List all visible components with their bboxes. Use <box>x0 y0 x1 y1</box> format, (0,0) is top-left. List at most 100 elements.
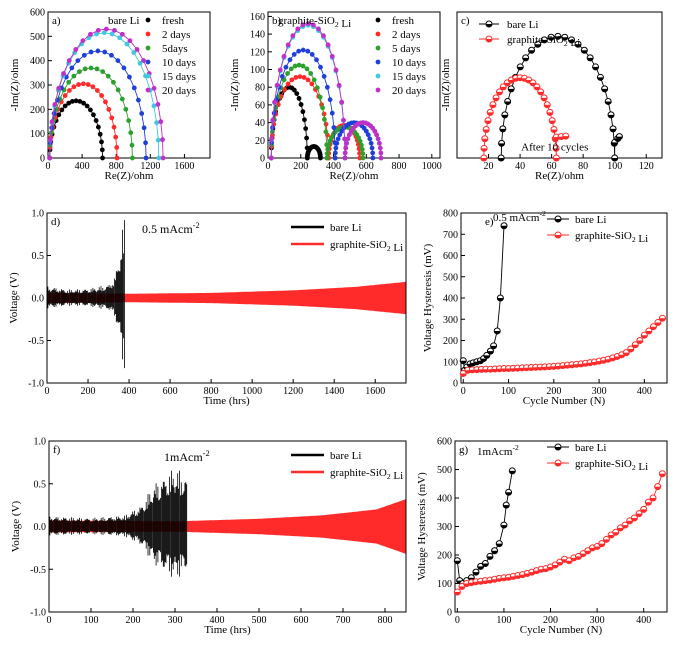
data-point <box>131 50 137 55</box>
panel-label: d) <box>51 216 61 228</box>
data-point <box>119 96 125 102</box>
y-tick-label: 300 <box>443 315 458 326</box>
data-point <box>126 118 132 123</box>
data-point <box>115 58 121 64</box>
annotation-sup: -2 <box>512 443 519 452</box>
data-point-fill <box>480 358 487 362</box>
data-point <box>88 107 93 113</box>
y-tick-label: 0 <box>260 154 265 165</box>
data-point <box>294 91 300 97</box>
data-point <box>297 74 303 79</box>
data-point <box>155 102 161 107</box>
x-tick-label: 0 <box>266 161 271 172</box>
y-tick-label: 600 <box>30 8 45 19</box>
y-tick-label: 700 <box>443 230 458 241</box>
data-point <box>295 26 301 32</box>
data-point-fill <box>489 104 496 108</box>
data-point <box>332 155 338 161</box>
data-point <box>305 77 311 83</box>
x-tick-label: 1600 <box>365 386 385 397</box>
data-point <box>91 112 96 118</box>
data-point-fill <box>610 128 617 132</box>
data-point <box>121 65 127 71</box>
data-point <box>141 125 147 131</box>
x-tick-label: 60 <box>547 161 557 172</box>
chart-title-part: bare Li <box>108 15 139 27</box>
data-point <box>158 119 164 125</box>
data-point <box>151 103 157 109</box>
data-point <box>300 63 306 69</box>
data-point-fill <box>611 158 618 161</box>
data-point <box>85 82 91 87</box>
x-axis-label: Re(Z)/ohm <box>330 170 379 182</box>
y-tick-label: 100 <box>443 357 458 368</box>
data-point-fill <box>500 525 507 529</box>
data-point <box>114 155 120 161</box>
data-point <box>47 137 53 143</box>
y-tick-label: 500 <box>437 465 452 476</box>
data-point <box>324 151 330 156</box>
data-point-fill <box>612 532 619 536</box>
legend-marker-fill <box>555 463 561 466</box>
x-tick-label: 20 <box>484 161 494 172</box>
data-point-fill <box>458 586 465 590</box>
x-tick-label: 0 <box>455 615 460 626</box>
x-axis-label: Time (hrs) <box>204 624 251 636</box>
y-tick-label: 400 <box>30 56 45 67</box>
y-tick-label: 0.5 <box>32 251 45 262</box>
data-point <box>269 136 275 142</box>
data-point <box>80 81 86 87</box>
data-point <box>344 140 350 146</box>
data-point <box>332 150 338 156</box>
data-point-fill <box>632 344 639 348</box>
annotation: 0.5 mAcm-2 <box>493 209 546 224</box>
data-point-fill <box>581 50 588 54</box>
data-point <box>81 100 86 106</box>
x-tick-label: 0 <box>46 161 51 172</box>
y-tick-label: 0 <box>40 154 45 165</box>
data-point <box>94 66 100 72</box>
panel-label: a) <box>52 15 61 27</box>
data-point <box>300 109 306 115</box>
data-point-fill <box>553 158 560 161</box>
data-point <box>360 151 366 156</box>
legend-label-part: Li <box>391 242 404 254</box>
x-tick-label: 200 <box>293 161 308 172</box>
legend-label: bare Li <box>575 214 606 226</box>
y-tick-label: 300 <box>437 522 452 533</box>
legend-label-part: graphite-SiO <box>330 239 387 251</box>
legend-marker <box>145 31 151 37</box>
x-tick-label: 800 <box>109 161 124 172</box>
chart-title-part: graphite-SiO <box>278 15 335 27</box>
legend-marker-fill <box>555 447 561 450</box>
legend-marker <box>375 73 381 79</box>
data-point-fill <box>640 509 647 513</box>
data-point <box>111 124 117 130</box>
data-point <box>316 26 321 32</box>
data-point <box>324 84 330 90</box>
data-point <box>342 155 348 161</box>
data-point <box>314 85 320 91</box>
data-point <box>143 140 148 146</box>
data-point <box>341 117 346 123</box>
data-point-fill <box>541 97 548 101</box>
data-point <box>325 42 331 48</box>
data-point <box>77 69 82 75</box>
legend-label-sub: 2 <box>564 39 568 48</box>
legend-marker <box>375 45 381 51</box>
data-point-fill <box>654 322 661 326</box>
legend-label: 20 days <box>392 85 426 97</box>
data-point <box>321 33 326 39</box>
x-tick-label: 1200 <box>283 386 303 397</box>
x-tick-label: 100 <box>501 386 516 397</box>
data-point-fill <box>480 158 487 161</box>
data-point <box>291 87 297 93</box>
y-tick-label: 80 <box>255 83 265 94</box>
data-point <box>298 102 304 107</box>
data-point-fill <box>496 543 503 547</box>
data-point <box>81 52 87 58</box>
data-point <box>333 145 339 151</box>
data-point-fill <box>491 579 498 583</box>
x-tick-label: 600 <box>163 386 178 397</box>
data-point-fill <box>575 44 582 48</box>
